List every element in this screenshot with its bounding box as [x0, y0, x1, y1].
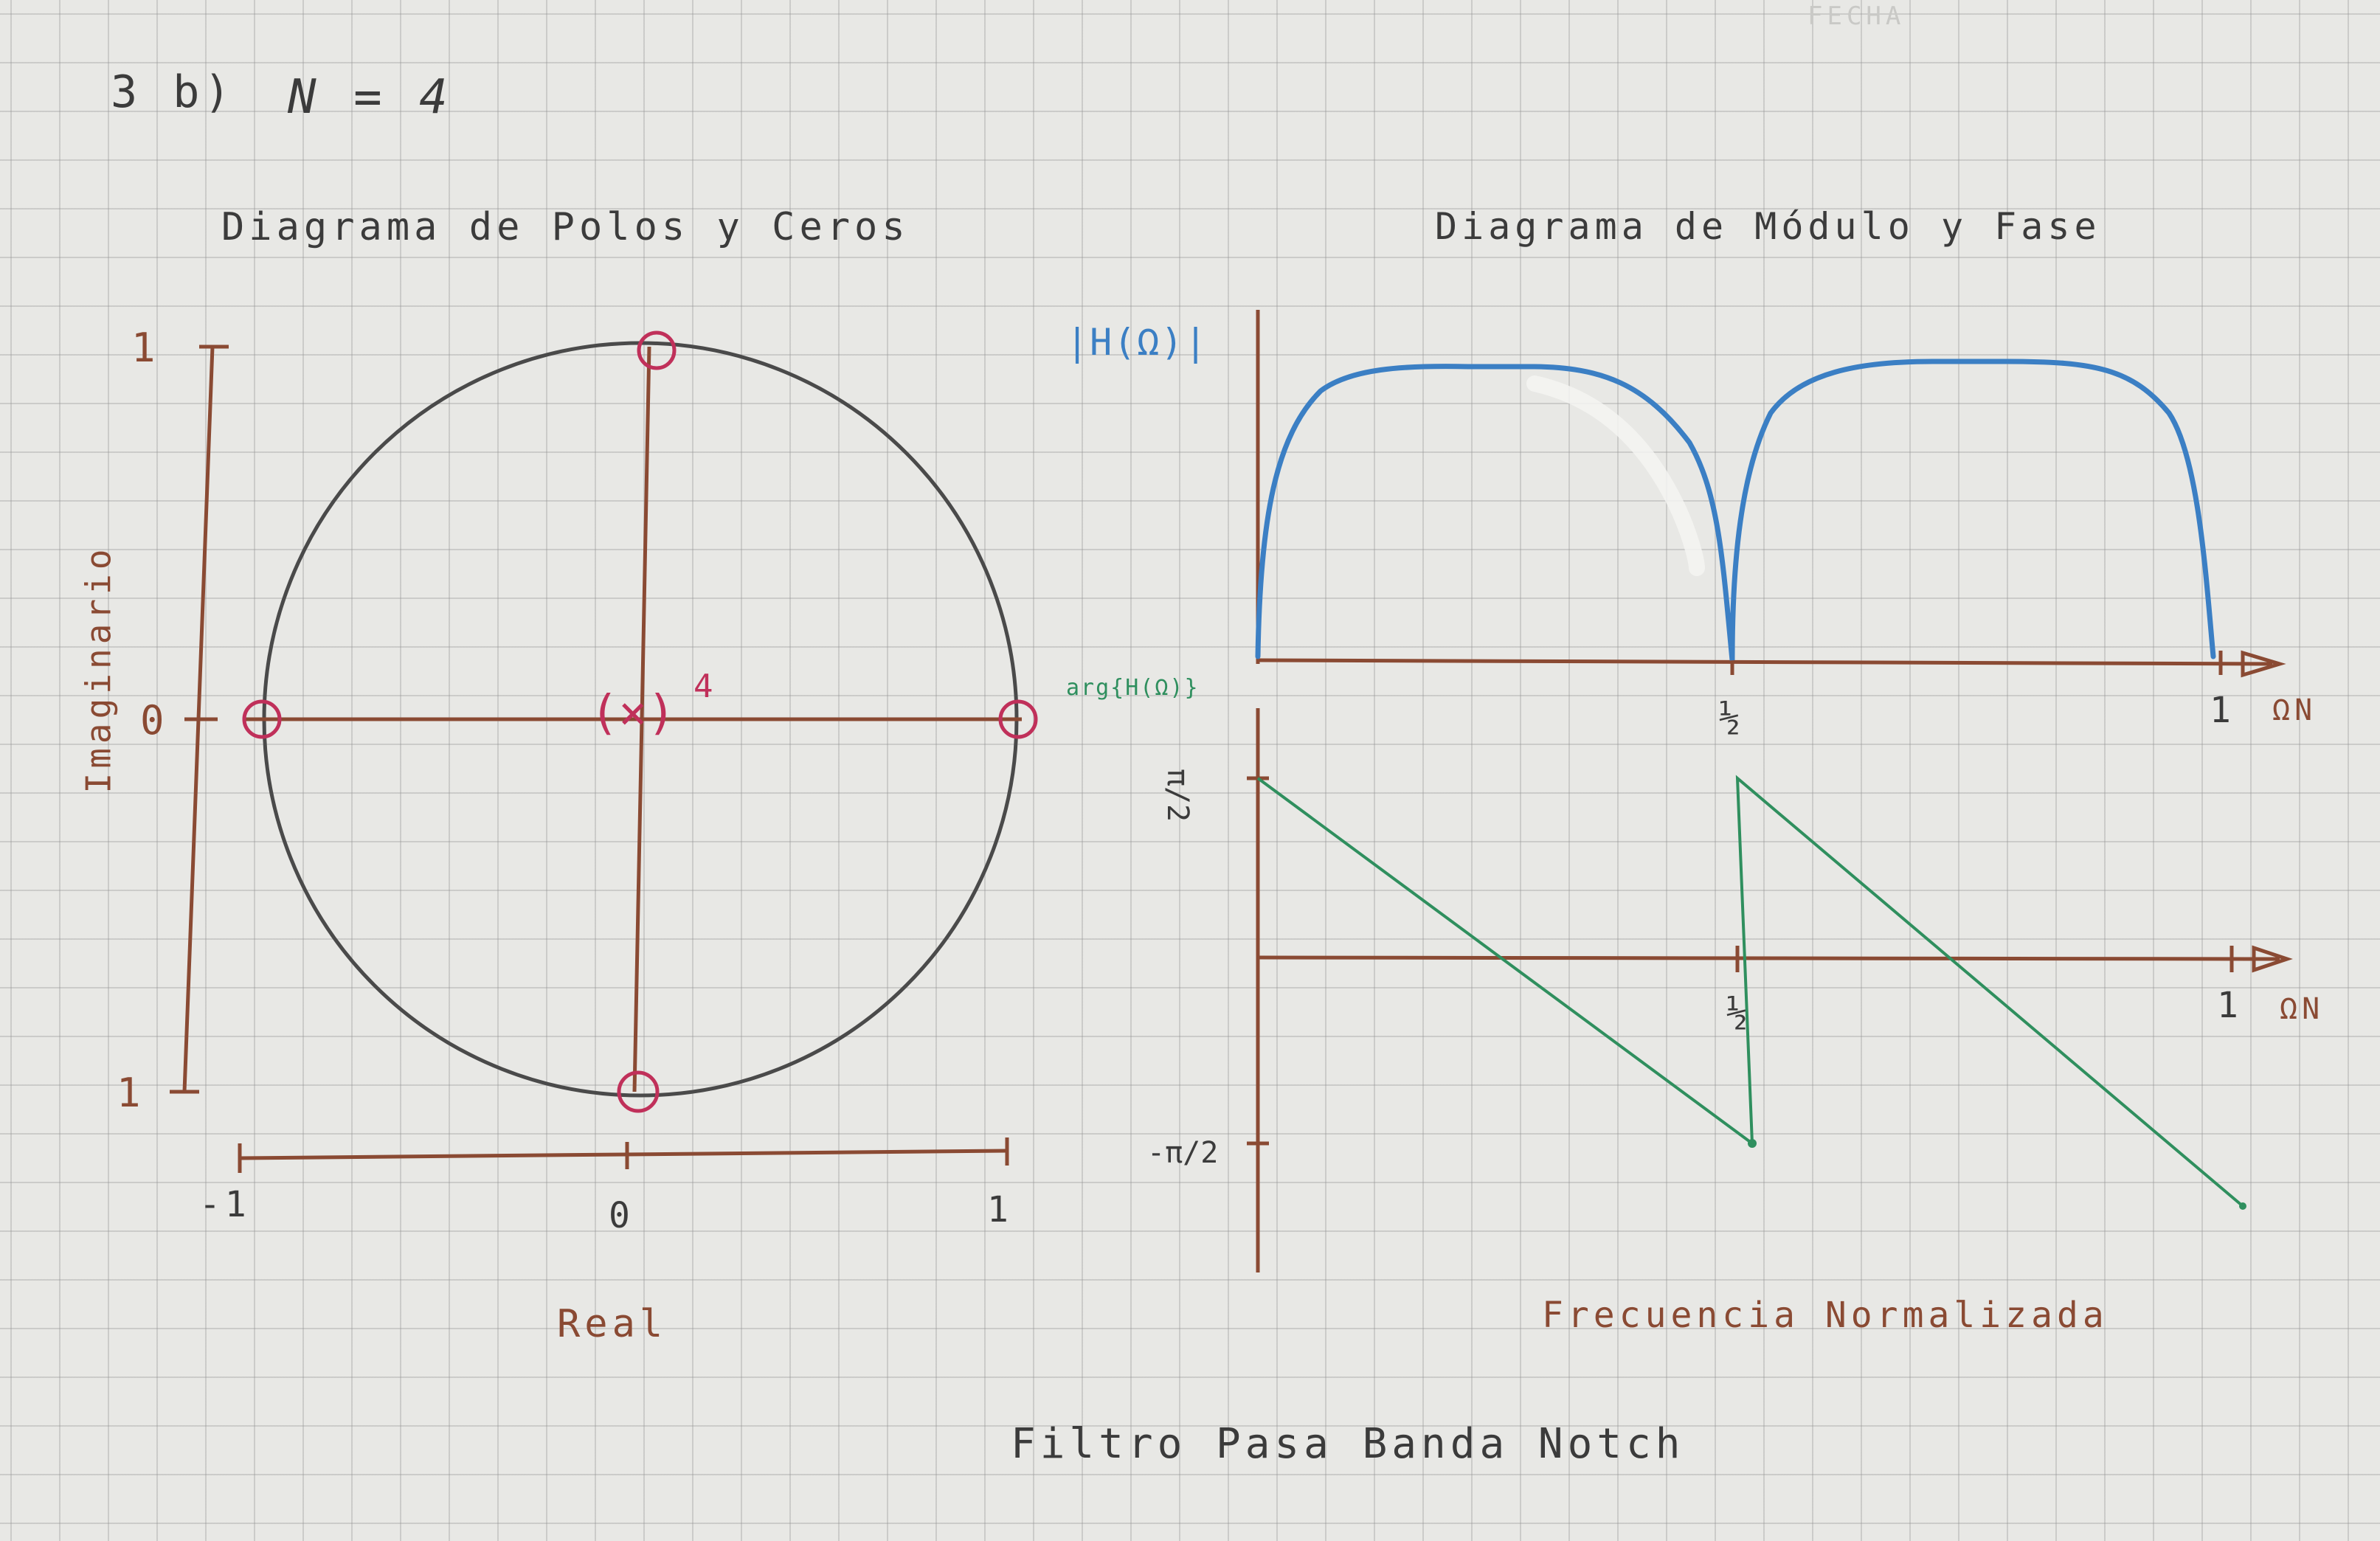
real-tick-right: 1 — [987, 1189, 1013, 1230]
n-value: N = 4 — [288, 70, 452, 125]
phase-tick-half-label: ½ — [1726, 992, 1752, 1033]
phase-y-label: arg{H(Ω)} — [1066, 675, 1200, 701]
phase-tick-one-label: 1 — [2217, 985, 2243, 1026]
filter-caption: Filtro Pasa Banda Notch — [1011, 1420, 1685, 1468]
phase-end-dot — [2239, 1202, 2246, 1210]
frequency-axis-title: Frecuencia Normalizada — [1542, 1295, 2109, 1336]
zero-marker-top — [637, 330, 677, 370]
pole-zero-diagram — [170, 330, 1038, 1173]
imag-tick-top: 1 — [131, 325, 160, 371]
mag-tick-half-label: ½ — [1719, 697, 1745, 738]
real-scale-line — [239, 1149, 1008, 1160]
mag-x-axis — [1257, 658, 2273, 666]
magnitude-curve — [1255, 359, 2216, 661]
zero-marker-right — [998, 699, 1038, 739]
pole-marker: (×) — [590, 686, 676, 741]
real-axis-label: Real — [557, 1302, 668, 1346]
real-tick-left: -1 — [199, 1184, 251, 1225]
mag-tick-one-label: 1 — [2210, 690, 2235, 731]
phase-x-axis-label: ΩN — [2280, 992, 2325, 1026]
mag-y-label: |H(Ω)| — [1066, 321, 1208, 364]
magnitude-plot — [1255, 310, 2286, 678]
mag-phase-title: Diagrama de Módulo y Fase — [1435, 205, 2101, 248]
mag-x-arrow — [2241, 650, 2286, 678]
phase-pi-half-label: π/2 — [1160, 768, 1195, 823]
imag-axis-label: Imaginario — [78, 544, 119, 794]
phase-x-arrow — [2252, 945, 2293, 973]
zero-marker-bottom — [617, 1070, 660, 1113]
phase-endpoint-dot — [1748, 1139, 1757, 1148]
phase-neg-pi-half-label: -π/2 — [1147, 1136, 1219, 1170]
zero-marker-left — [242, 699, 282, 739]
pole-zero-title: Diagrama de Polos y Ceros — [221, 205, 910, 249]
mag-x-axis-label: ΩN — [2272, 693, 2317, 727]
pole-multiplicity: 4 — [693, 668, 718, 705]
imag-tick-bottom: 1 — [117, 1070, 145, 1116]
fecha-label: FECHA — [1808, 1, 1906, 31]
phase-plot — [1247, 708, 2293, 1272]
problem-number: 3 b) — [111, 66, 235, 118]
phase-x-axis — [1257, 955, 2280, 961]
imag-tick-mid: 0 — [140, 697, 169, 744]
magnitude-highlight — [1526, 375, 1705, 576]
imag-axis-line — [632, 346, 651, 1092]
real-tick-mid: 0 — [609, 1195, 634, 1236]
phase-curve — [1256, 775, 2244, 1208]
